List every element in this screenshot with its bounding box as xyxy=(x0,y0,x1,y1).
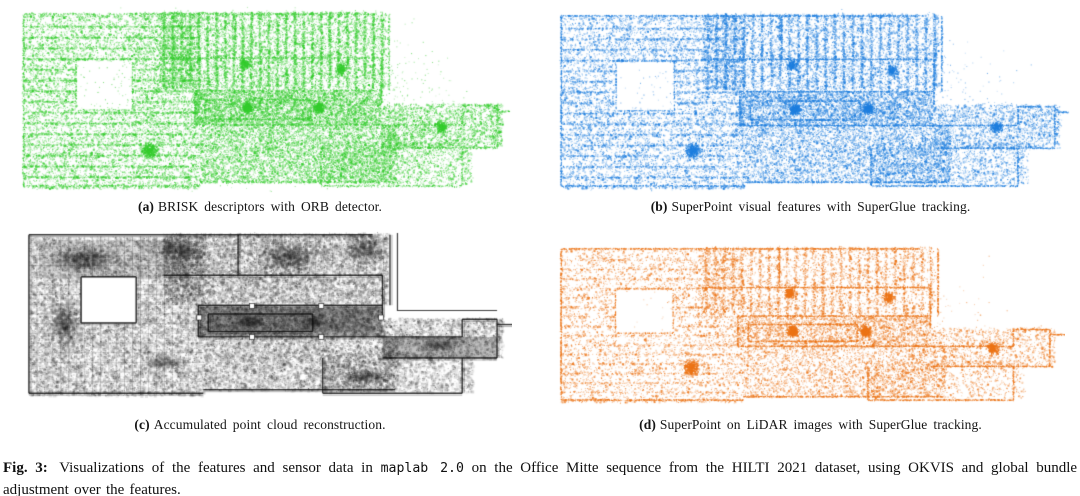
panel-b xyxy=(545,6,1070,195)
pointcloud-brisk-orb xyxy=(8,4,512,195)
figure-caption-text-1: Visualizations of the features and senso… xyxy=(59,460,373,476)
panel-caption-text-d: SuperPoint on LiDAR images with SuperGlu… xyxy=(659,417,982,432)
panel-caption-a: (a) BRISK descriptors with ORB detector. xyxy=(0,199,520,215)
panel-label-d: (d) xyxy=(639,417,656,432)
figure-caption-code: maplab 2.0 xyxy=(380,461,464,476)
panel-d xyxy=(545,240,1065,408)
panel-label-a: (a) xyxy=(137,199,155,214)
panel-caption-text-a: BRISK descriptors with ORB detector. xyxy=(158,199,382,214)
pointcloud-accumulated xyxy=(14,226,512,402)
panel-caption-c: (c) Accumulated point cloud reconstructio… xyxy=(0,417,520,433)
panel-label-c: (c) xyxy=(134,417,150,432)
figure-caption-text-2: on the Office Mitte sequence from the HI… xyxy=(3,460,1078,496)
panel-caption-text-b: SuperPoint visual features with SuperGlu… xyxy=(671,199,971,214)
panel-caption-text-c: Accumulated point cloud reconstruction. xyxy=(153,417,386,432)
panel-a xyxy=(8,4,512,195)
panel-label-b: (b) xyxy=(650,199,668,214)
figure-caption: Fig. 3: Visualizations of the features a… xyxy=(3,458,1077,496)
pointcloud-superpoint-visual xyxy=(545,6,1070,195)
pointcloud-superpoint-lidar xyxy=(545,240,1065,408)
figure-caption-label: Fig. 3: xyxy=(3,460,48,476)
panel-caption-d: (d) SuperPoint on LiDAR images with Super… xyxy=(548,417,1073,433)
panel-caption-b: (b) SuperPoint visual features with Super… xyxy=(548,199,1073,215)
panel-c xyxy=(14,226,512,402)
